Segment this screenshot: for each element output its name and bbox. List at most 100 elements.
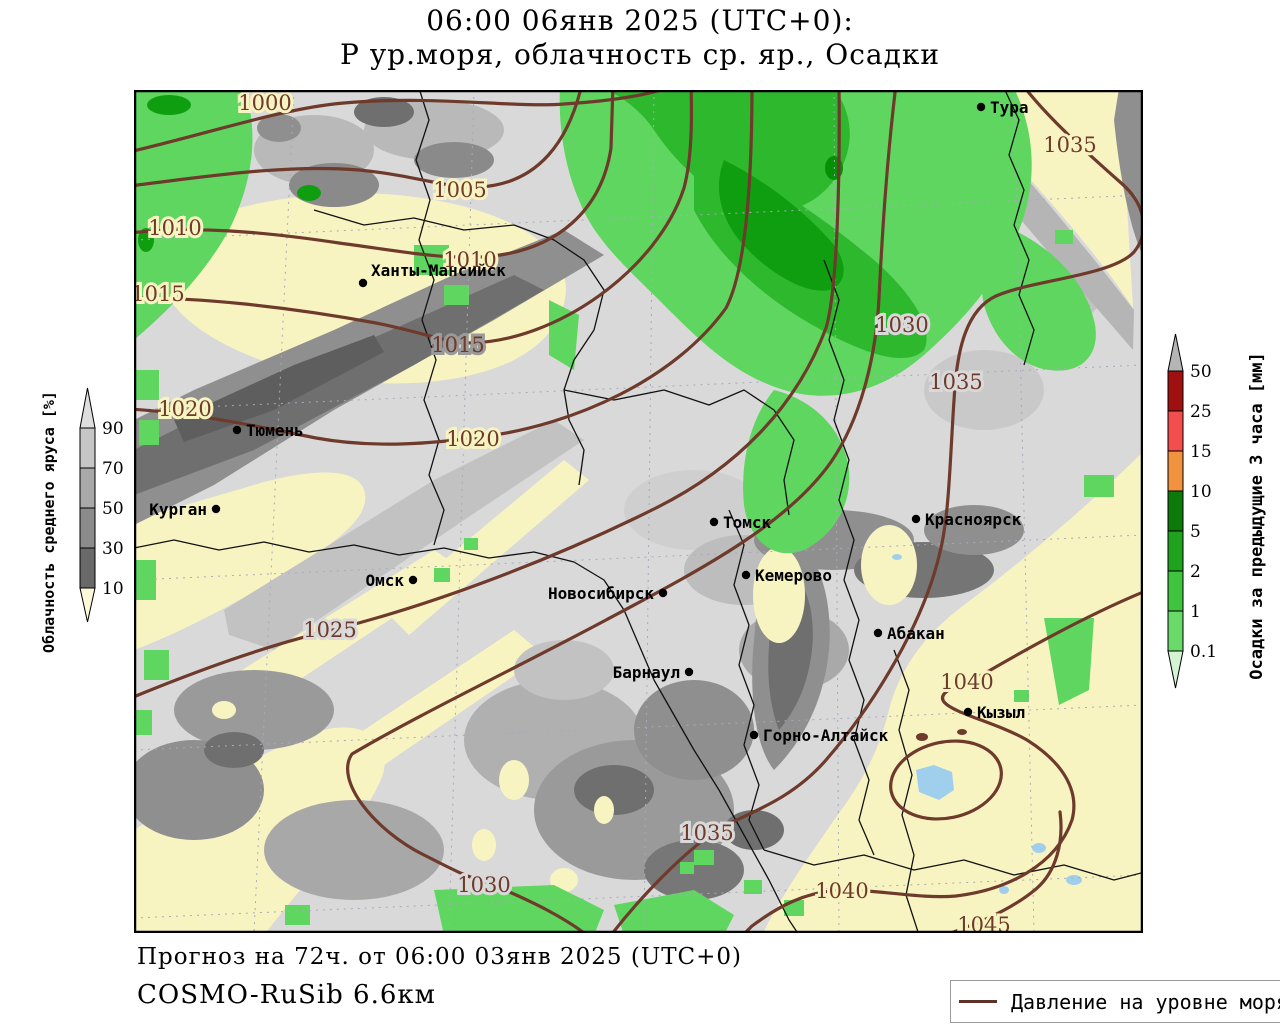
- city-dot: [211, 504, 221, 514]
- city-dot: [911, 514, 921, 524]
- isobar-1040: [737, 588, 1150, 941]
- colorbar-tick-label: 30: [102, 539, 124, 559]
- colorbar-tick-label: 5: [1190, 522, 1201, 542]
- isobar-label: 1045: [957, 913, 1010, 933]
- colorbar-segment: [1167, 370, 1184, 412]
- pressure-legend-label: Давление на уровне моря: [1011, 989, 1280, 1014]
- isobar-label: 1035: [680, 821, 733, 845]
- precipitation-colorbar: Осадки за предыдущие 3 часа [мм] 5025151…: [1167, 333, 1267, 689]
- isobar-label: 1030: [875, 313, 928, 337]
- city-label: Тура: [990, 98, 1029, 117]
- sub-title: Р ур.моря, облачность ср. яр., Осадки: [339, 38, 941, 71]
- colorbar-arrow-bottom: [1167, 650, 1184, 689]
- isobar-label: 1040: [815, 879, 868, 903]
- isobar-1030: [346, 82, 898, 941]
- city-label: Красноярск: [925, 510, 1022, 529]
- colorbar-segment: [1167, 410, 1184, 452]
- isobar-label: 1015: [431, 333, 484, 357]
- city-dot: [976, 102, 986, 112]
- colorbar-segment: [79, 547, 96, 589]
- city-markers: Тура Ханты-Мансийск Тюмень Курган Омск Томск Н…: [149, 98, 1028, 745]
- city-label: Омск: [365, 571, 404, 590]
- colorbar-segment: [1167, 570, 1184, 612]
- colorbar-tick-label: 10: [102, 579, 124, 599]
- colorbar-segment: [1167, 490, 1184, 532]
- city-dot: [709, 517, 719, 527]
- isobar-1005: [127, 82, 584, 189]
- isobar-label: 1005: [433, 178, 486, 202]
- colorbar-arrow-top: [79, 387, 96, 429]
- isobar-label: 1040: [940, 670, 993, 694]
- city-dot: [873, 628, 883, 638]
- pressure-legend: Давление на уровне моря: [950, 980, 1280, 1023]
- colorbar-segment: [1167, 450, 1184, 492]
- weather-map: 1000 1005 1010 1010 1015 1015 1020 1020 1025 1030…: [124, 82, 1150, 944]
- isobar-label: 1035: [929, 370, 982, 394]
- colorbar-tick-label: 90: [102, 419, 124, 439]
- lakes: [892, 554, 1082, 894]
- city-dot: [749, 730, 759, 740]
- colorbar-tick-label: 2: [1190, 562, 1201, 582]
- forecast-info-line: Прогноз на 72ч. от 06:00 03янв 2025 (UTC…: [137, 944, 743, 970]
- city-label: Новосибирск: [548, 584, 654, 603]
- city-label: Кызыл: [977, 703, 1025, 722]
- city-dot: [232, 425, 242, 435]
- colorbar-tick-label: 50: [1190, 362, 1212, 382]
- isobar-label: 1020: [158, 397, 211, 421]
- city-label: Тюмень: [246, 421, 304, 440]
- isobar-1025: [124, 82, 841, 702]
- isobar-1020: [127, 82, 754, 446]
- colorbar-segment: [79, 427, 96, 469]
- map-frame: [133, 89, 1144, 934]
- colorbar-segment: [1167, 530, 1184, 572]
- colorbar-tick-label: 0.1: [1190, 642, 1217, 662]
- colorbar-segment: [79, 467, 96, 509]
- colorbar-tick-label: 70: [102, 459, 124, 479]
- isobar-label: 1025: [303, 618, 356, 642]
- city-label: Абакан: [887, 624, 945, 643]
- city-dot: [963, 707, 973, 717]
- colorbar-segment: [79, 507, 96, 549]
- colorbar-arrow-top: [1167, 333, 1184, 372]
- isobar-1045: [924, 810, 1063, 944]
- graticule: [133, 89, 1144, 934]
- isobar-label: 1035: [1043, 133, 1096, 157]
- colorbar-tick-label: 25: [1190, 402, 1212, 422]
- city-dot: [741, 570, 751, 580]
- isobar-label: 1015: [134, 282, 185, 306]
- colorbar-arrow-bottom: [79, 587, 96, 623]
- city-label: Барнаул: [613, 663, 680, 682]
- colorbar-segment: [1167, 610, 1184, 652]
- main-title: 06:00 06янв 2025 (UTC+0):: [426, 4, 854, 37]
- title-block: 06:00 06янв 2025 (UTC+0): Р ур.моря, обл…: [0, 4, 1280, 72]
- city-dot: [408, 575, 418, 585]
- city-label: Курган: [149, 500, 207, 519]
- isobar-1015: [127, 82, 694, 345]
- isobar-1010: [127, 82, 615, 259]
- isobar-label: 1000: [238, 91, 291, 115]
- city-label: Томск: [723, 513, 772, 532]
- colorbar-tick-label: 50: [102, 499, 124, 519]
- isobar-closed-high: [889, 739, 1003, 821]
- city-dot: [658, 588, 668, 598]
- colorbar-tick-label: 1: [1190, 602, 1201, 622]
- city-label: Ханты-Мансийск: [371, 261, 506, 280]
- colorbar-tick-label: 10: [1190, 482, 1212, 502]
- cloudiness-colorbar-title: Облачность среднего яруса [%]: [40, 391, 58, 653]
- city-dot: [358, 278, 368, 288]
- isobar-labels: 1000 1005 1010 1010 1015 1015 1020 1020 1025 1030…: [128, 88, 1099, 940]
- cloudiness-colorbar: Облачность среднего яруса [%] 90 70 50 30 10: [40, 387, 124, 653]
- isobar-label: 1020: [446, 427, 499, 451]
- precipitation-colorbar-title: Осадки за предыдущие 3 часа [мм]: [1247, 352, 1267, 680]
- city-label: Горно-Алтайск: [763, 726, 889, 745]
- weather-map-canvas: 1000 1005 1010 1010 1015 1015 1020 1020 1025 1030…: [124, 82, 1150, 944]
- pressure-legend-line-sample: [959, 1000, 997, 1003]
- isobar-label: 1010: [443, 248, 496, 272]
- cloud-texture: [124, 88, 1145, 900]
- city-label: Кемерово: [755, 566, 832, 585]
- model-info-line: COSMO-RuSib 6.6км: [137, 980, 436, 1010]
- colorbar-tick-label: 15: [1190, 442, 1212, 462]
- isobar-label: 1030: [457, 873, 510, 897]
- city-dot: [684, 667, 694, 677]
